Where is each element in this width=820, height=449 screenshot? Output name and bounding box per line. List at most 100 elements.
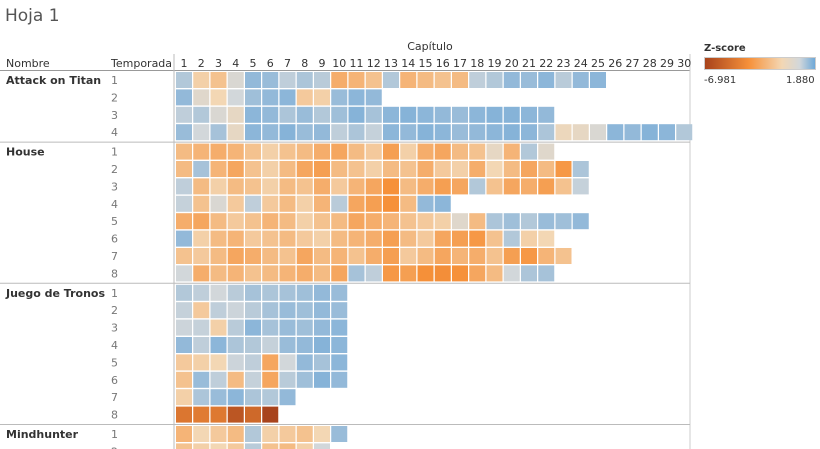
heatmap-cell[interactable]	[262, 371, 279, 388]
heatmap-cell[interactable]	[279, 72, 296, 88]
heatmap-cell[interactable]	[210, 213, 227, 230]
heatmap-cell[interactable]	[245, 265, 261, 282]
heatmap-cell[interactable]	[210, 319, 227, 336]
heatmap-cell[interactable]	[452, 161, 468, 177]
heatmap-cell[interactable]	[296, 302, 313, 319]
heatmap-cell[interactable]	[417, 230, 434, 247]
heatmap-cell[interactable]	[659, 124, 675, 141]
heatmap-cell[interactable]	[193, 143, 210, 160]
heatmap-cell[interactable]	[538, 178, 555, 195]
heatmap-cell[interactable]	[227, 284, 244, 301]
heatmap-cell[interactable]	[193, 213, 210, 230]
heatmap-cell[interactable]	[176, 248, 192, 264]
heatmap-cell[interactable]	[434, 265, 451, 282]
heatmap-cell[interactable]	[176, 406, 192, 423]
legend-color-bar[interactable]	[704, 57, 816, 70]
heatmap-cell[interactable]	[503, 230, 520, 247]
heatmap-cell[interactable]	[176, 143, 192, 160]
heatmap-cell[interactable]	[434, 72, 451, 88]
heatmap-cell[interactable]	[348, 213, 365, 230]
heatmap-cell[interactable]	[279, 302, 296, 319]
heatmap-cell[interactable]	[572, 178, 589, 195]
heatmap-cell[interactable]	[417, 161, 434, 177]
heatmap-cell[interactable]	[176, 213, 192, 230]
heatmap-cell[interactable]	[486, 161, 503, 177]
heatmap-cell[interactable]	[296, 371, 313, 388]
heatmap-cell[interactable]	[521, 248, 537, 264]
heatmap-cell[interactable]	[538, 106, 555, 123]
heatmap-cell[interactable]	[193, 178, 210, 195]
heatmap-cell[interactable]	[210, 302, 227, 319]
heatmap-cell[interactable]	[227, 161, 244, 177]
heatmap-cell[interactable]	[538, 161, 555, 177]
heatmap-cell[interactable]	[521, 161, 537, 177]
heatmap-cell[interactable]	[227, 89, 244, 106]
heatmap-cell[interactable]	[296, 265, 313, 282]
heatmap-cell[interactable]	[555, 124, 572, 141]
heatmap-cell[interactable]	[417, 106, 434, 123]
heatmap-cell[interactable]	[331, 161, 348, 177]
heatmap-cell[interactable]	[193, 161, 210, 177]
heatmap-cell[interactable]	[193, 195, 210, 212]
heatmap-cell[interactable]	[193, 371, 210, 388]
heatmap-cell[interactable]	[314, 230, 330, 247]
heatmap-cell[interactable]	[383, 213, 399, 230]
heatmap-cell[interactable]	[555, 161, 572, 177]
heatmap-cell[interactable]	[434, 213, 451, 230]
heatmap-cell[interactable]	[176, 443, 192, 449]
heatmap-cell[interactable]	[383, 143, 399, 160]
heatmap-cell[interactable]	[245, 106, 261, 123]
heatmap-cell[interactable]	[452, 230, 468, 247]
heatmap-cell[interactable]	[417, 178, 434, 195]
heatmap-cell[interactable]	[193, 389, 210, 406]
heatmap-cell[interactable]	[193, 72, 210, 88]
heatmap-cell[interactable]	[348, 161, 365, 177]
heatmap-cell[interactable]	[348, 143, 365, 160]
heatmap-cell[interactable]	[365, 230, 382, 247]
heatmap-cell[interactable]	[538, 265, 555, 282]
heatmap-cell[interactable]	[227, 230, 244, 247]
heatmap-cell[interactable]	[245, 161, 261, 177]
heatmap-cell[interactable]	[210, 143, 227, 160]
heatmap-cell[interactable]	[245, 406, 261, 423]
heatmap-cell[interactable]	[176, 371, 192, 388]
heatmap-cell[interactable]	[538, 230, 555, 247]
heatmap-cell[interactable]	[314, 143, 330, 160]
heatmap-cell[interactable]	[245, 248, 261, 264]
heatmap-cell[interactable]	[469, 230, 486, 247]
heatmap-cell[interactable]	[486, 178, 503, 195]
heatmap-cell[interactable]	[279, 106, 296, 123]
heatmap-cell[interactable]	[538, 213, 555, 230]
heatmap-cell[interactable]	[400, 265, 417, 282]
heatmap-cell[interactable]	[227, 178, 244, 195]
heatmap-cell[interactable]	[348, 230, 365, 247]
heatmap-cell[interactable]	[193, 248, 210, 264]
heatmap-cell[interactable]	[314, 302, 330, 319]
heatmap-cell[interactable]	[383, 178, 399, 195]
heatmap-cell[interactable]	[176, 106, 192, 123]
heatmap-cell[interactable]	[245, 319, 261, 336]
heatmap-cell[interactable]	[227, 213, 244, 230]
heatmap-cell[interactable]	[296, 248, 313, 264]
heatmap-cell[interactable]	[676, 124, 693, 141]
heatmap-cell[interactable]	[176, 389, 192, 406]
heatmap-cell[interactable]	[486, 230, 503, 247]
heatmap-cell[interactable]	[383, 265, 399, 282]
heatmap-cell[interactable]	[296, 124, 313, 141]
heatmap-cell[interactable]	[503, 143, 520, 160]
heatmap-cell[interactable]	[521, 178, 537, 195]
heatmap-cell[interactable]	[365, 248, 382, 264]
heatmap-cell[interactable]	[262, 72, 279, 88]
heatmap-cell[interactable]	[210, 248, 227, 264]
heatmap-cell[interactable]	[262, 230, 279, 247]
heatmap-cell[interactable]	[193, 426, 210, 442]
heatmap-cell[interactable]	[365, 89, 382, 106]
heatmap-cell[interactable]	[210, 89, 227, 106]
heatmap-cell[interactable]	[314, 72, 330, 88]
heatmap-cell[interactable]	[279, 230, 296, 247]
heatmap-cell[interactable]	[210, 161, 227, 177]
heatmap-cell[interactable]	[572, 72, 589, 88]
heatmap-cell[interactable]	[245, 389, 261, 406]
heatmap-cell[interactable]	[538, 72, 555, 88]
heatmap-cell[interactable]	[348, 265, 365, 282]
